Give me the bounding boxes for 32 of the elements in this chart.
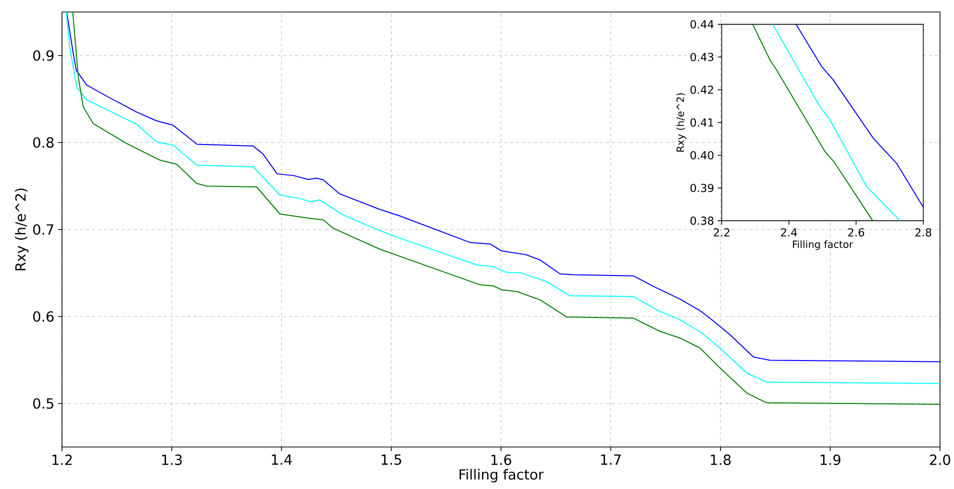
x-tick-label: 1.5 <box>382 454 402 465</box>
x-tick-label: 2.8 <box>915 228 932 237</box>
x-tick-label: 1.7 <box>601 454 621 465</box>
x-axis-title: Filling factor <box>792 240 854 250</box>
y-tick-label: 0.6 <box>33 311 54 322</box>
x-tick-label: 2.6 <box>848 228 864 237</box>
y-tick-label: 0.5 <box>33 398 54 409</box>
x-tick-label: 1.4 <box>272 454 292 465</box>
y-tick-label: 0.40 <box>690 151 714 160</box>
line-series <box>752 24 874 221</box>
y-tick-label: 0.43 <box>690 52 714 62</box>
x-tick-label: 1.6 <box>491 454 512 466</box>
x-axis-title: Filling factor <box>460 468 544 482</box>
y-axis-title: Rxy (h/e^2) <box>14 188 28 270</box>
y-tick-label: 0.41 <box>690 118 714 127</box>
y-tick-label: 0.44 <box>690 20 714 28</box>
x-tick-label: 2.2 <box>714 228 730 236</box>
line-series <box>772 24 900 221</box>
x-tick-label: 2.0 <box>930 454 950 466</box>
y-axis-title: Rxy (h/e^2) <box>676 93 686 152</box>
y-tick-label: 0.9 <box>33 50 54 61</box>
y-tick-label: 0.8 <box>33 137 54 148</box>
y-tick-label: 0.42 <box>690 86 714 94</box>
x-tick-label: 1.8 <box>710 454 731 466</box>
line-series <box>796 24 924 208</box>
y-tick-label: 0.38 <box>690 216 714 225</box>
y-tick-label: 0.39 <box>690 184 714 192</box>
x-tick-label: 1.3 <box>162 454 182 466</box>
x-tick-label: 2.4 <box>780 228 798 236</box>
x-tick-label: 1.2 <box>52 454 72 465</box>
y-tick-label: 0.7 <box>33 224 54 235</box>
x-tick-label: 1.9 <box>820 454 840 466</box>
